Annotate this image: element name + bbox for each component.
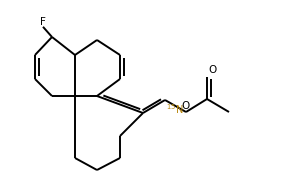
Text: F: F [40, 17, 46, 27]
Text: $^{15}$N: $^{15}$N [166, 102, 184, 116]
Text: O: O [182, 101, 190, 111]
Text: O: O [208, 65, 217, 75]
